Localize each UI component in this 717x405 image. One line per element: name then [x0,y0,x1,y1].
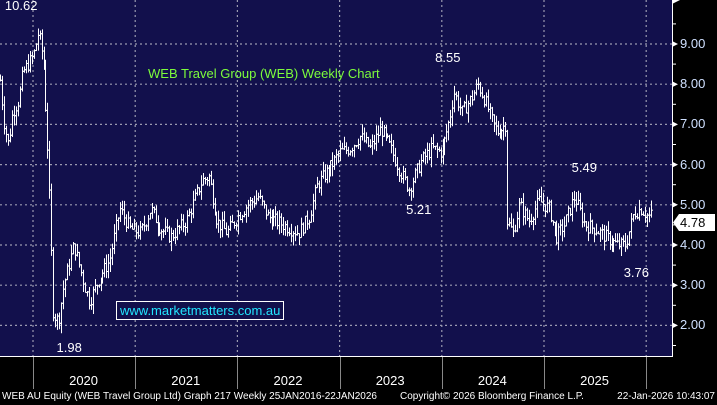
y-tick-label: 2.00 [680,317,706,333]
price-annotation: 1.98 [56,340,82,356]
ytick-marker [672,121,678,128]
year-separator [441,357,443,389]
y-tick-label: 7.00 [680,116,706,132]
x-tick-label: 2021 [171,373,201,388]
y-tick-label: 6.00 [680,156,706,172]
price-annotation: 8.55 [435,50,461,66]
ytick-marker [672,41,678,47]
y-tick-label: 3.00 [680,277,706,293]
footer-security: WEB AU Equity (WEB Travel Group Ltd) Gra… [2,391,377,402]
year-separator [237,357,239,389]
ytick-marker [672,242,678,248]
chart-title: WEB Travel Group (WEB) Weekly Chart [148,66,380,81]
year-separator [33,357,34,389]
footer-timestamp: 22-Jan-2026 10:43:07 [617,391,715,402]
year-separator [544,357,545,389]
year-separator [339,357,341,389]
ytick-marker [672,81,678,88]
ytick-marker [672,201,678,208]
y-tick-label: 9.00 [680,36,706,51]
price-annotation: 5.21 [406,202,432,218]
ytick-marker [672,161,678,168]
y-tick-label: 4.00 [680,237,706,252]
x-tick-label: 2025 [580,373,610,388]
ytick-marker [672,0,680,4]
year-separator [646,357,648,389]
x-tick-label: 2024 [477,373,507,388]
x-tick-label: 2022 [273,373,303,388]
x-axis-line [0,356,673,357]
price-annotation: 10.62 [4,0,38,13]
plot-background [0,0,672,357]
y-tick-label: 5.00 [680,196,706,212]
price-annotation: 3.76 [623,264,650,280]
watermark: www.marketmatters.com.au [116,301,285,320]
ytick-marker [672,322,678,329]
y-tick-label: 8.00 [680,76,706,92]
x-tick-label: 2023 [375,373,405,388]
price-annotation: 5.49 [571,160,597,176]
footer-copyright: Copyright© 2026 Bloomberg Finance L.P. [400,391,584,402]
last-price-tag: 4.78 [673,214,715,231]
price-chart [0,0,680,357]
year-separator [135,357,137,389]
x-tick-label: 2020 [69,373,99,388]
ytick-marker [672,282,678,289]
